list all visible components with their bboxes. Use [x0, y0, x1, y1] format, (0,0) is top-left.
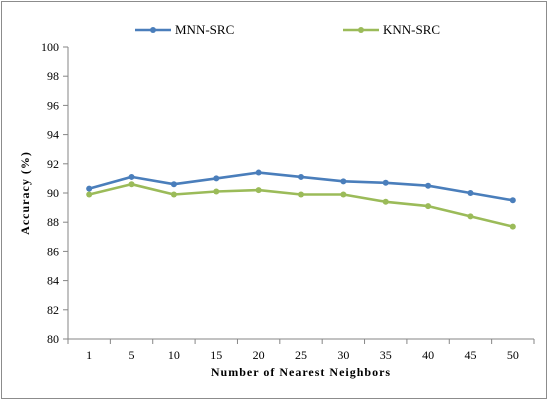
series-layer	[86, 169, 516, 230]
data-point	[255, 169, 262, 176]
legend-marker	[150, 27, 156, 33]
y-tick-label: 82	[47, 303, 59, 317]
x-axis-title: Number of Nearest Neighbors	[211, 365, 391, 379]
y-tick-label: 80	[47, 332, 59, 346]
x-tick-label: 5	[129, 348, 135, 362]
x-tick-label: 15	[210, 348, 222, 362]
y-tick-label: 88	[47, 215, 59, 229]
data-point	[340, 178, 347, 185]
data-point	[425, 182, 432, 189]
y-tick-label: 84	[47, 274, 59, 288]
x-tick-label: 1	[86, 348, 92, 362]
data-point	[382, 179, 389, 186]
y-tick-label: 86	[47, 244, 59, 258]
data-point	[340, 191, 347, 198]
data-point	[298, 191, 304, 198]
y-axis-ticks: 80 82 84 86 88 90 92 94 96 98 100	[41, 40, 68, 346]
y-tick-label: 96	[47, 98, 59, 112]
y-tick-label: 94	[47, 128, 59, 142]
data-point	[86, 191, 93, 198]
x-tick-label: 10	[168, 348, 180, 362]
y-tick-label: 92	[47, 157, 59, 171]
data-point	[298, 173, 304, 180]
y-axis-title: Accuracy (%)	[18, 151, 32, 235]
legend-label: KNN-SRC	[383, 22, 440, 37]
x-axis-ticks: 1 5 10 15 20 25 30 35 40 45 50	[67, 339, 535, 362]
data-point	[128, 181, 135, 188]
data-point	[213, 175, 220, 182]
data-point	[425, 203, 432, 210]
data-point	[382, 198, 389, 205]
data-point	[170, 191, 177, 198]
x-tick-label: 25	[295, 348, 307, 362]
data-point	[86, 185, 93, 192]
y-tick-label: 90	[47, 186, 59, 200]
x-tick-label: 35	[380, 348, 392, 362]
data-point	[170, 181, 177, 188]
x-tick-label: 20	[253, 348, 265, 362]
x-tick-label: 50	[507, 348, 519, 362]
data-point	[213, 188, 220, 195]
x-tick-label: 30	[337, 348, 349, 362]
y-tick-label: 100	[41, 40, 59, 54]
legend-label: MNN-SRC	[175, 22, 234, 37]
legend-marker	[358, 27, 364, 33]
x-tick-label: 45	[464, 348, 476, 362]
data-point	[509, 197, 516, 204]
data-point	[467, 213, 474, 220]
x-tick-label: 40	[422, 348, 434, 362]
legend: MNN-SRC KNN-SRC	[135, 22, 440, 37]
data-point	[255, 187, 262, 194]
data-point	[467, 190, 474, 196]
data-point	[128, 173, 135, 180]
data-point	[509, 223, 516, 230]
y-tick-label: 98	[47, 69, 59, 83]
